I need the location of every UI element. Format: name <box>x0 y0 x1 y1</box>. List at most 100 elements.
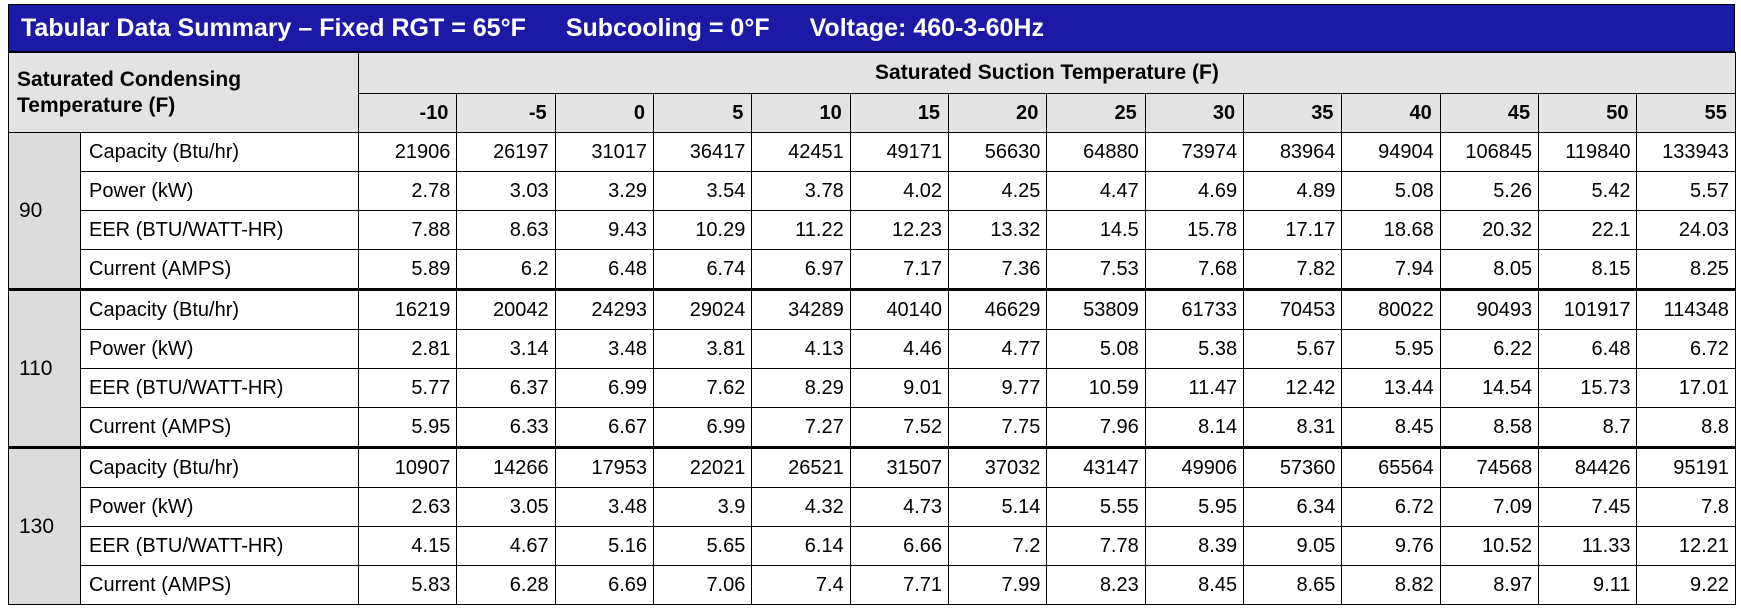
row-label: Capacity (Btu/hr) <box>80 132 359 172</box>
value-cell: 42451 <box>751 132 851 172</box>
value-cell: 22.1 <box>1538 210 1638 250</box>
value-cell: 21906 <box>357 132 458 172</box>
value-cell: 90493 <box>1439 288 1540 330</box>
value-cell: 17.01 <box>1636 368 1736 408</box>
value-cell: 24.03 <box>1636 210 1736 250</box>
value-cell: 13.32 <box>948 210 1048 250</box>
value-cell: 6.66 <box>849 526 950 566</box>
value-cell: 70453 <box>1243 288 1343 330</box>
column-header: 50 <box>1538 93 1638 133</box>
value-cell: 6.28 <box>456 565 556 605</box>
data-row: EER (BTU/WATT-HR) 4.15 4.67 5.16 5.65 6.14 6.6… <box>9 526 1736 566</box>
value-cell: 14.5 <box>1046 210 1146 250</box>
value-cell: 12.21 <box>1636 526 1736 566</box>
condensing-temp: 130 <box>8 446 81 605</box>
value-cell: 20.32 <box>1439 210 1540 250</box>
data-row: EER (BTU/WATT-HR) 7.88 8.63 9.43 10.29 11.22 1… <box>9 210 1736 250</box>
value-cell: 8.82 <box>1341 565 1441 605</box>
value-cell: 53809 <box>1046 288 1146 330</box>
value-cell: 101917 <box>1538 288 1638 330</box>
value-cell: 95191 <box>1636 446 1736 488</box>
value-cell: 5.16 <box>554 526 655 566</box>
value-cell: 10.29 <box>653 210 753 250</box>
value-cell: 9.77 <box>948 368 1048 408</box>
data-row: Power (kW) 2.63 3.05 3.48 3.9 4.32 4.73 5.14 5.5… <box>9 487 1736 527</box>
value-cell: 46629 <box>948 288 1048 330</box>
value-cell: 4.02 <box>849 171 950 211</box>
value-cell: 17953 <box>554 446 655 488</box>
value-cell: 133943 <box>1636 132 1736 172</box>
value-cell: 5.55 <box>1046 487 1146 527</box>
value-cell: 8.45 <box>1341 407 1441 448</box>
value-cell: 56630 <box>948 132 1048 172</box>
value-cell: 49906 <box>1144 446 1245 488</box>
value-cell: 5.65 <box>653 526 753 566</box>
column-header: 0 <box>554 93 655 133</box>
value-cell: 65564 <box>1341 446 1441 488</box>
value-cell: 7.53 <box>1046 249 1146 290</box>
value-cell: 6.99 <box>653 407 753 448</box>
header-row: -10 -5 0 5 10 15 20 25 30 35 40 45 50 55 <box>9 93 1736 133</box>
value-cell: 20042 <box>456 288 556 330</box>
value-cell: 24293 <box>554 288 655 330</box>
value-cell: 114348 <box>1636 288 1736 330</box>
value-cell: 5.26 <box>1439 171 1540 211</box>
value-cell: 7.78 <box>1046 526 1146 566</box>
value-cell: 6.37 <box>456 368 556 408</box>
value-cell: 15.78 <box>1144 210 1245 250</box>
value-cell: 73974 <box>1144 132 1245 172</box>
value-cell: 9.43 <box>554 210 655 250</box>
value-cell: 8.05 <box>1439 249 1540 290</box>
value-cell: 4.67 <box>456 526 556 566</box>
value-cell: 7.36 <box>948 249 1048 290</box>
value-cell: 15.73 <box>1538 368 1638 408</box>
value-cell: 11.47 <box>1144 368 1245 408</box>
value-cell: 8.7 <box>1538 407 1638 448</box>
value-cell: 5.83 <box>357 565 458 605</box>
value-cell: 7.27 <box>751 407 851 448</box>
value-cell: 6.72 <box>1636 329 1736 369</box>
column-header: 35 <box>1243 93 1343 133</box>
column-header: 40 <box>1341 93 1441 133</box>
row-label: Power (kW) <box>80 171 359 211</box>
data-row: Current (AMPS) 5.83 6.28 6.69 7.06 7.4 7.71 7.9… <box>9 565 1736 605</box>
value-cell: 6.22 <box>1439 329 1540 369</box>
column-header: 5 <box>653 93 753 133</box>
value-cell: 7.8 <box>1636 487 1736 527</box>
data-row: Current (AMPS) 5.95 6.33 6.67 6.99 7.27 7.52 7.… <box>9 407 1736 448</box>
value-cell: 7.09 <box>1439 487 1540 527</box>
value-cell: 4.15 <box>357 526 458 566</box>
value-cell: 7.71 <box>849 565 950 605</box>
value-cell: 6.14 <box>751 526 851 566</box>
value-cell: 31507 <box>849 446 950 488</box>
value-cell: 16219 <box>357 288 458 330</box>
value-cell: 7.06 <box>653 565 753 605</box>
value-cell: 10907 <box>357 446 458 488</box>
value-cell: 5.95 <box>1144 487 1245 527</box>
value-cell: 6.99 <box>554 368 655 408</box>
title: Tabular Data Summary – Fixed RGT = 65°F <box>21 14 526 42</box>
value-cell: 4.13 <box>751 329 851 369</box>
value-cell: 3.48 <box>554 329 655 369</box>
condensing-temp: 90 <box>8 132 81 290</box>
value-cell: 7.68 <box>1144 249 1245 290</box>
value-cell: 13.44 <box>1341 368 1441 408</box>
value-cell: 3.81 <box>653 329 753 369</box>
value-cell: 8.39 <box>1144 526 1245 566</box>
value-cell: 7.17 <box>849 249 950 290</box>
value-cell: 49171 <box>849 132 950 172</box>
value-cell: 8.23 <box>1046 565 1146 605</box>
value-cell: 3.54 <box>653 171 753 211</box>
value-cell: 7.52 <box>849 407 950 448</box>
value-cell: 57360 <box>1243 446 1343 488</box>
subcooling: Subcooling = 0°F <box>565 14 770 42</box>
value-cell: 83964 <box>1243 132 1343 172</box>
value-cell: 11.22 <box>751 210 851 250</box>
value-cell: 8.58 <box>1439 407 1540 448</box>
value-cell: 5.89 <box>357 249 458 290</box>
data-row: Current (AMPS) 5.89 6.2 6.48 6.74 6.97 7.17 7.3… <box>9 249 1736 290</box>
value-cell: 29024 <box>653 288 753 330</box>
column-header: -5 <box>456 93 556 133</box>
value-cell: 5.14 <box>948 487 1048 527</box>
value-cell: 36417 <box>653 132 753 172</box>
